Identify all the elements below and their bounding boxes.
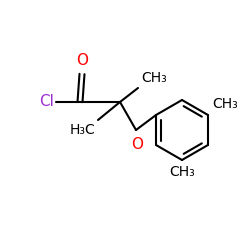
Text: CH₃: CH₃ xyxy=(141,71,167,85)
Text: CH₃: CH₃ xyxy=(212,97,238,111)
Text: O: O xyxy=(76,53,88,68)
Text: CH₃: CH₃ xyxy=(169,165,195,179)
Text: H₃C: H₃C xyxy=(69,123,95,137)
Text: Cl: Cl xyxy=(39,94,54,110)
Text: O: O xyxy=(131,137,143,152)
